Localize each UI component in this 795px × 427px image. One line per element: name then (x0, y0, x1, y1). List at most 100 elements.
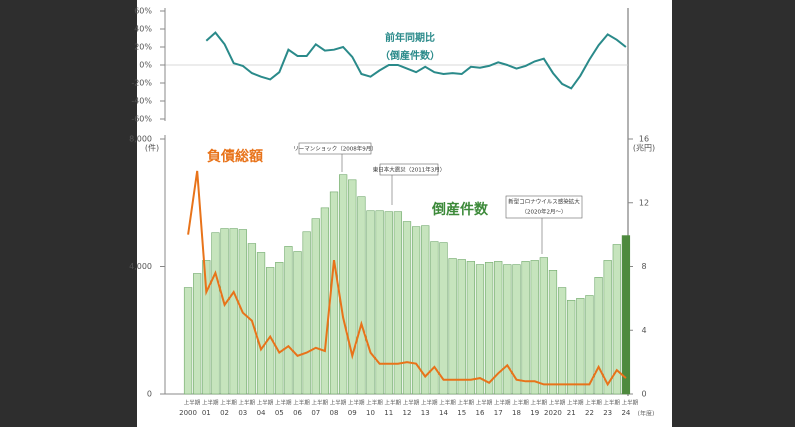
bar (366, 210, 375, 395)
bar (475, 264, 485, 395)
x-tick-label: 14 (439, 409, 448, 417)
bar (466, 261, 475, 395)
bar (284, 246, 293, 395)
x-tick-label: 24 (621, 409, 630, 417)
bar (512, 264, 521, 395)
x-period-label: 上半期 (239, 399, 256, 407)
bar (585, 295, 594, 395)
y2-tick-label: 12 (639, 198, 649, 207)
y-tick-label: 20% (134, 43, 152, 52)
x-tick-label: 10 (366, 409, 375, 417)
x-tick-label: 18 (512, 409, 521, 417)
bar (557, 287, 567, 395)
bar (421, 225, 430, 395)
y-tick-label: -20% (131, 79, 152, 88)
bar (521, 261, 530, 395)
annotation: （2020年2月～） (522, 208, 567, 216)
x-period-label: 上半期 (476, 399, 493, 407)
x-period-label: 上半期 (275, 399, 292, 407)
x-tick-label: 16 (476, 409, 485, 417)
bar (393, 211, 403, 395)
y2-tick-label: 8 (641, 262, 646, 271)
x-tick-label: 05 (275, 409, 284, 417)
bar (448, 258, 457, 395)
annotation: リーマンショック（2008年9月） (293, 145, 377, 153)
x-period-label: 上半期 (585, 399, 602, 407)
x-period-label: 上半期 (421, 399, 438, 407)
x-tick-label: 17 (494, 409, 503, 417)
x-tick-label: 07 (311, 409, 320, 417)
bar (293, 251, 302, 395)
x-period-label: 上半期 (512, 399, 529, 407)
bar (375, 210, 384, 395)
x-tick-label: 11 (384, 409, 393, 417)
annotation: 東日本大震災（2011年3月） (373, 166, 446, 174)
x-period-label: 上半期 (603, 399, 620, 407)
annotation: 新型コロナウイルス感染拡大 (508, 198, 580, 206)
x-period-label: 上半期 (330, 399, 347, 407)
x-tick-label: 01 (202, 409, 211, 417)
bar (247, 243, 257, 395)
x-period-label: 上半期 (549, 399, 566, 407)
bar (548, 270, 558, 395)
x-period-label: 上半期 (257, 399, 274, 407)
annotation-box (379, 163, 439, 176)
y2-tick-label: 0 (641, 390, 646, 399)
x-tick-label: 21 (567, 409, 576, 417)
bar (339, 174, 348, 395)
x-tick-label: 23 (603, 409, 612, 417)
y-tick-label: -40% (131, 97, 152, 106)
x-period-label: 上半期 (348, 399, 365, 407)
bar (594, 277, 603, 395)
y-tick-label: 60% (134, 7, 152, 16)
top-subtitle: （倒産件数） (380, 49, 440, 62)
x-tick-label: 08 (330, 409, 339, 417)
bar (348, 179, 357, 395)
x-period-label: 上半期 (202, 399, 219, 407)
annotation-box (505, 195, 583, 219)
x-tick-label: 04 (257, 409, 266, 417)
bar (439, 242, 448, 395)
bar (603, 260, 612, 395)
annotations: リーマンショック（2008年9月） 東日本大震災（2011年3月） 新型コロナウ… (293, 142, 583, 254)
debt-label: 負債総額 (207, 148, 263, 165)
x-tick-label: 13 (421, 409, 430, 417)
y-tick-label: 8,000 (129, 135, 152, 144)
bar (211, 232, 220, 395)
y2-tick-label: 16 (639, 135, 649, 144)
x-period-label: 上半期 (220, 399, 237, 407)
bar (320, 207, 330, 395)
x-period-label: 上半期 (403, 399, 420, 407)
y-tick-label: 0 (147, 390, 152, 399)
bar (183, 287, 193, 395)
x-tick-label: 19 (530, 409, 539, 417)
x-period-label: 上半期 (384, 399, 401, 407)
bar (266, 267, 275, 395)
bar (503, 264, 512, 395)
x-tick-label: 22 (585, 409, 594, 417)
x-tick-label: 15 (457, 409, 466, 417)
yoy-line (205, 31, 627, 90)
x-tick-label: 06 (293, 409, 302, 417)
bar (530, 260, 539, 395)
bar (567, 299, 576, 395)
x-period-label: 上半期 (457, 399, 474, 407)
bar (302, 231, 311, 395)
bar (229, 228, 238, 395)
x-tick-label: 2020 (544, 409, 562, 417)
y-tick-label: 4,000 (129, 262, 152, 271)
x-period-label: 上半期 (184, 399, 201, 407)
x-period-label: 上半期 (567, 399, 584, 407)
x-tick-label: 09 (348, 409, 357, 417)
x-period-label: 上半期 (530, 399, 547, 407)
y-tick-label: 40% (134, 25, 152, 34)
x-period-label: 上半期 (293, 399, 310, 407)
bar (411, 226, 421, 395)
bar (612, 244, 621, 395)
bar (202, 260, 211, 395)
x-tick-label: 02 (220, 409, 229, 417)
bar (430, 241, 439, 395)
x-period-label: 上半期 (622, 399, 639, 407)
bar (576, 298, 585, 395)
bar (193, 273, 202, 395)
